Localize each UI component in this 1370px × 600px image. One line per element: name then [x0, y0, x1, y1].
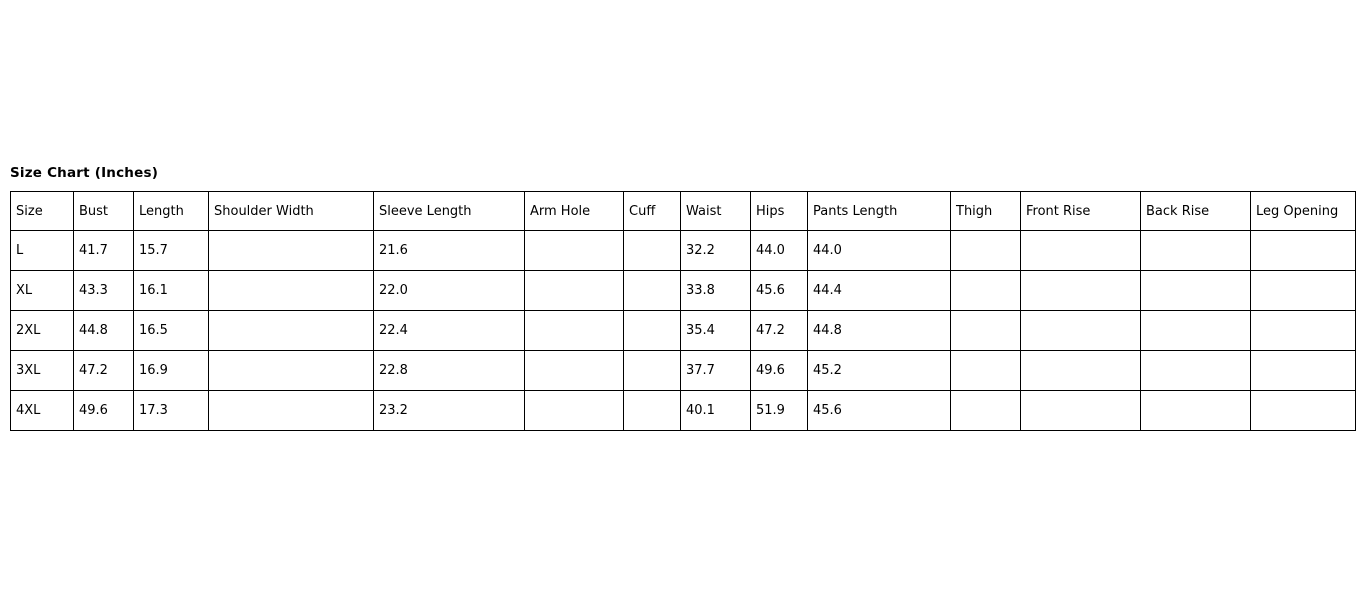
value-cell: 22.4: [373, 310, 525, 351]
value-cell: [208, 350, 374, 391]
value-cell: 23.2: [373, 390, 525, 431]
value-cell: 35.4: [680, 310, 751, 351]
value-cell: [1020, 270, 1141, 311]
value-cell: 33.8: [680, 270, 751, 311]
size-cell: 2XL: [10, 310, 74, 351]
column-header: Back Rise: [1140, 191, 1251, 231]
value-cell: [208, 270, 374, 311]
value-cell: 45.2: [807, 350, 951, 391]
value-cell: 41.7: [73, 230, 134, 271]
value-cell: 16.1: [133, 270, 209, 311]
size-cell: 4XL: [10, 390, 74, 431]
column-header: Arm Hole: [524, 191, 624, 231]
table-row: 3XL 47.2 16.9 22.8 37.7 49.6 45.2: [10, 350, 1356, 391]
value-cell: 43.3: [73, 270, 134, 311]
value-cell: [1140, 230, 1251, 271]
value-cell: 37.7: [680, 350, 751, 391]
value-cell: [524, 270, 624, 311]
value-cell: [950, 310, 1021, 351]
value-cell: [623, 350, 681, 391]
value-cell: [1020, 350, 1141, 391]
header-row: Size Bust Length Shoulder Width Sleeve Lengt…: [10, 191, 1356, 231]
value-cell: [1250, 390, 1356, 431]
value-cell: 32.2: [680, 230, 751, 271]
value-cell: 16.9: [133, 350, 209, 391]
value-cell: [1250, 310, 1356, 351]
table-row: 4XL 49.6 17.3 23.2 40.1 51.9 45.6: [10, 390, 1356, 431]
column-header: Shoulder Width: [208, 191, 374, 231]
column-header: Cuff: [623, 191, 681, 231]
value-cell: [1140, 350, 1251, 391]
column-header: Front Rise: [1020, 191, 1141, 231]
value-cell: [1250, 350, 1356, 391]
size-chart-title: Size Chart (Inches): [10, 165, 159, 181]
column-header: Sleeve Length: [373, 191, 525, 231]
column-header: Size: [10, 191, 74, 231]
value-cell: 49.6: [73, 390, 134, 431]
value-cell: [950, 390, 1021, 431]
value-cell: [1140, 310, 1251, 351]
value-cell: [950, 230, 1021, 271]
value-cell: [1020, 390, 1141, 431]
value-cell: 44.0: [750, 230, 808, 271]
table-body: L 41.7 15.7 21.6 32.2 44.0 44.0 XL 43.3 16.1 22.0 3…: [10, 230, 1356, 431]
value-cell: [524, 350, 624, 391]
value-cell: [208, 230, 374, 271]
size-cell: XL: [10, 270, 74, 311]
value-cell: [524, 230, 624, 271]
value-cell: 44.8: [73, 310, 134, 351]
value-cell: [623, 230, 681, 271]
value-cell: [1020, 310, 1141, 351]
value-cell: [1250, 230, 1356, 271]
table-row: 2XL 44.8 16.5 22.4 35.4 47.2 44.8: [10, 310, 1356, 351]
value-cell: 22.8: [373, 350, 525, 391]
value-cell: [1020, 230, 1141, 271]
column-header: Hips: [750, 191, 808, 231]
table-row: L 41.7 15.7 21.6 32.2 44.0 44.0: [10, 230, 1356, 271]
value-cell: [623, 310, 681, 351]
value-cell: [950, 270, 1021, 311]
value-cell: 45.6: [807, 390, 951, 431]
column-header: Length: [133, 191, 209, 231]
column-header: Waist: [680, 191, 751, 231]
value-cell: 21.6: [373, 230, 525, 271]
value-cell: 47.2: [750, 310, 808, 351]
value-cell: 40.1: [680, 390, 751, 431]
value-cell: 17.3: [133, 390, 209, 431]
value-cell: 44.8: [807, 310, 951, 351]
value-cell: 22.0: [373, 270, 525, 311]
value-cell: [623, 270, 681, 311]
column-header: Thigh: [950, 191, 1021, 231]
value-cell: 51.9: [750, 390, 808, 431]
table-header: Size Bust Length Shoulder Width Sleeve Lengt…: [10, 191, 1356, 231]
value-cell: [208, 390, 374, 431]
size-chart-table: Size Bust Length Shoulder Width Sleeve Lengt…: [10, 191, 1356, 431]
value-cell: [524, 310, 624, 351]
value-cell: 49.6: [750, 350, 808, 391]
column-header: Bust: [73, 191, 134, 231]
size-cell: 3XL: [10, 350, 74, 391]
value-cell: 45.6: [750, 270, 808, 311]
value-cell: [1140, 390, 1251, 431]
column-header: Pants Length: [807, 191, 951, 231]
value-cell: 15.7: [133, 230, 209, 271]
column-header: Leg Opening: [1250, 191, 1356, 231]
value-cell: [623, 390, 681, 431]
value-cell: 47.2: [73, 350, 134, 391]
value-cell: 16.5: [133, 310, 209, 351]
value-cell: [208, 310, 374, 351]
value-cell: [1140, 270, 1251, 311]
value-cell: 44.0: [807, 230, 951, 271]
value-cell: [950, 350, 1021, 391]
value-cell: [524, 390, 624, 431]
value-cell: [1250, 270, 1356, 311]
table-row: XL 43.3 16.1 22.0 33.8 45.6 44.4: [10, 270, 1356, 311]
value-cell: 44.4: [807, 270, 951, 311]
size-cell: L: [10, 230, 74, 271]
